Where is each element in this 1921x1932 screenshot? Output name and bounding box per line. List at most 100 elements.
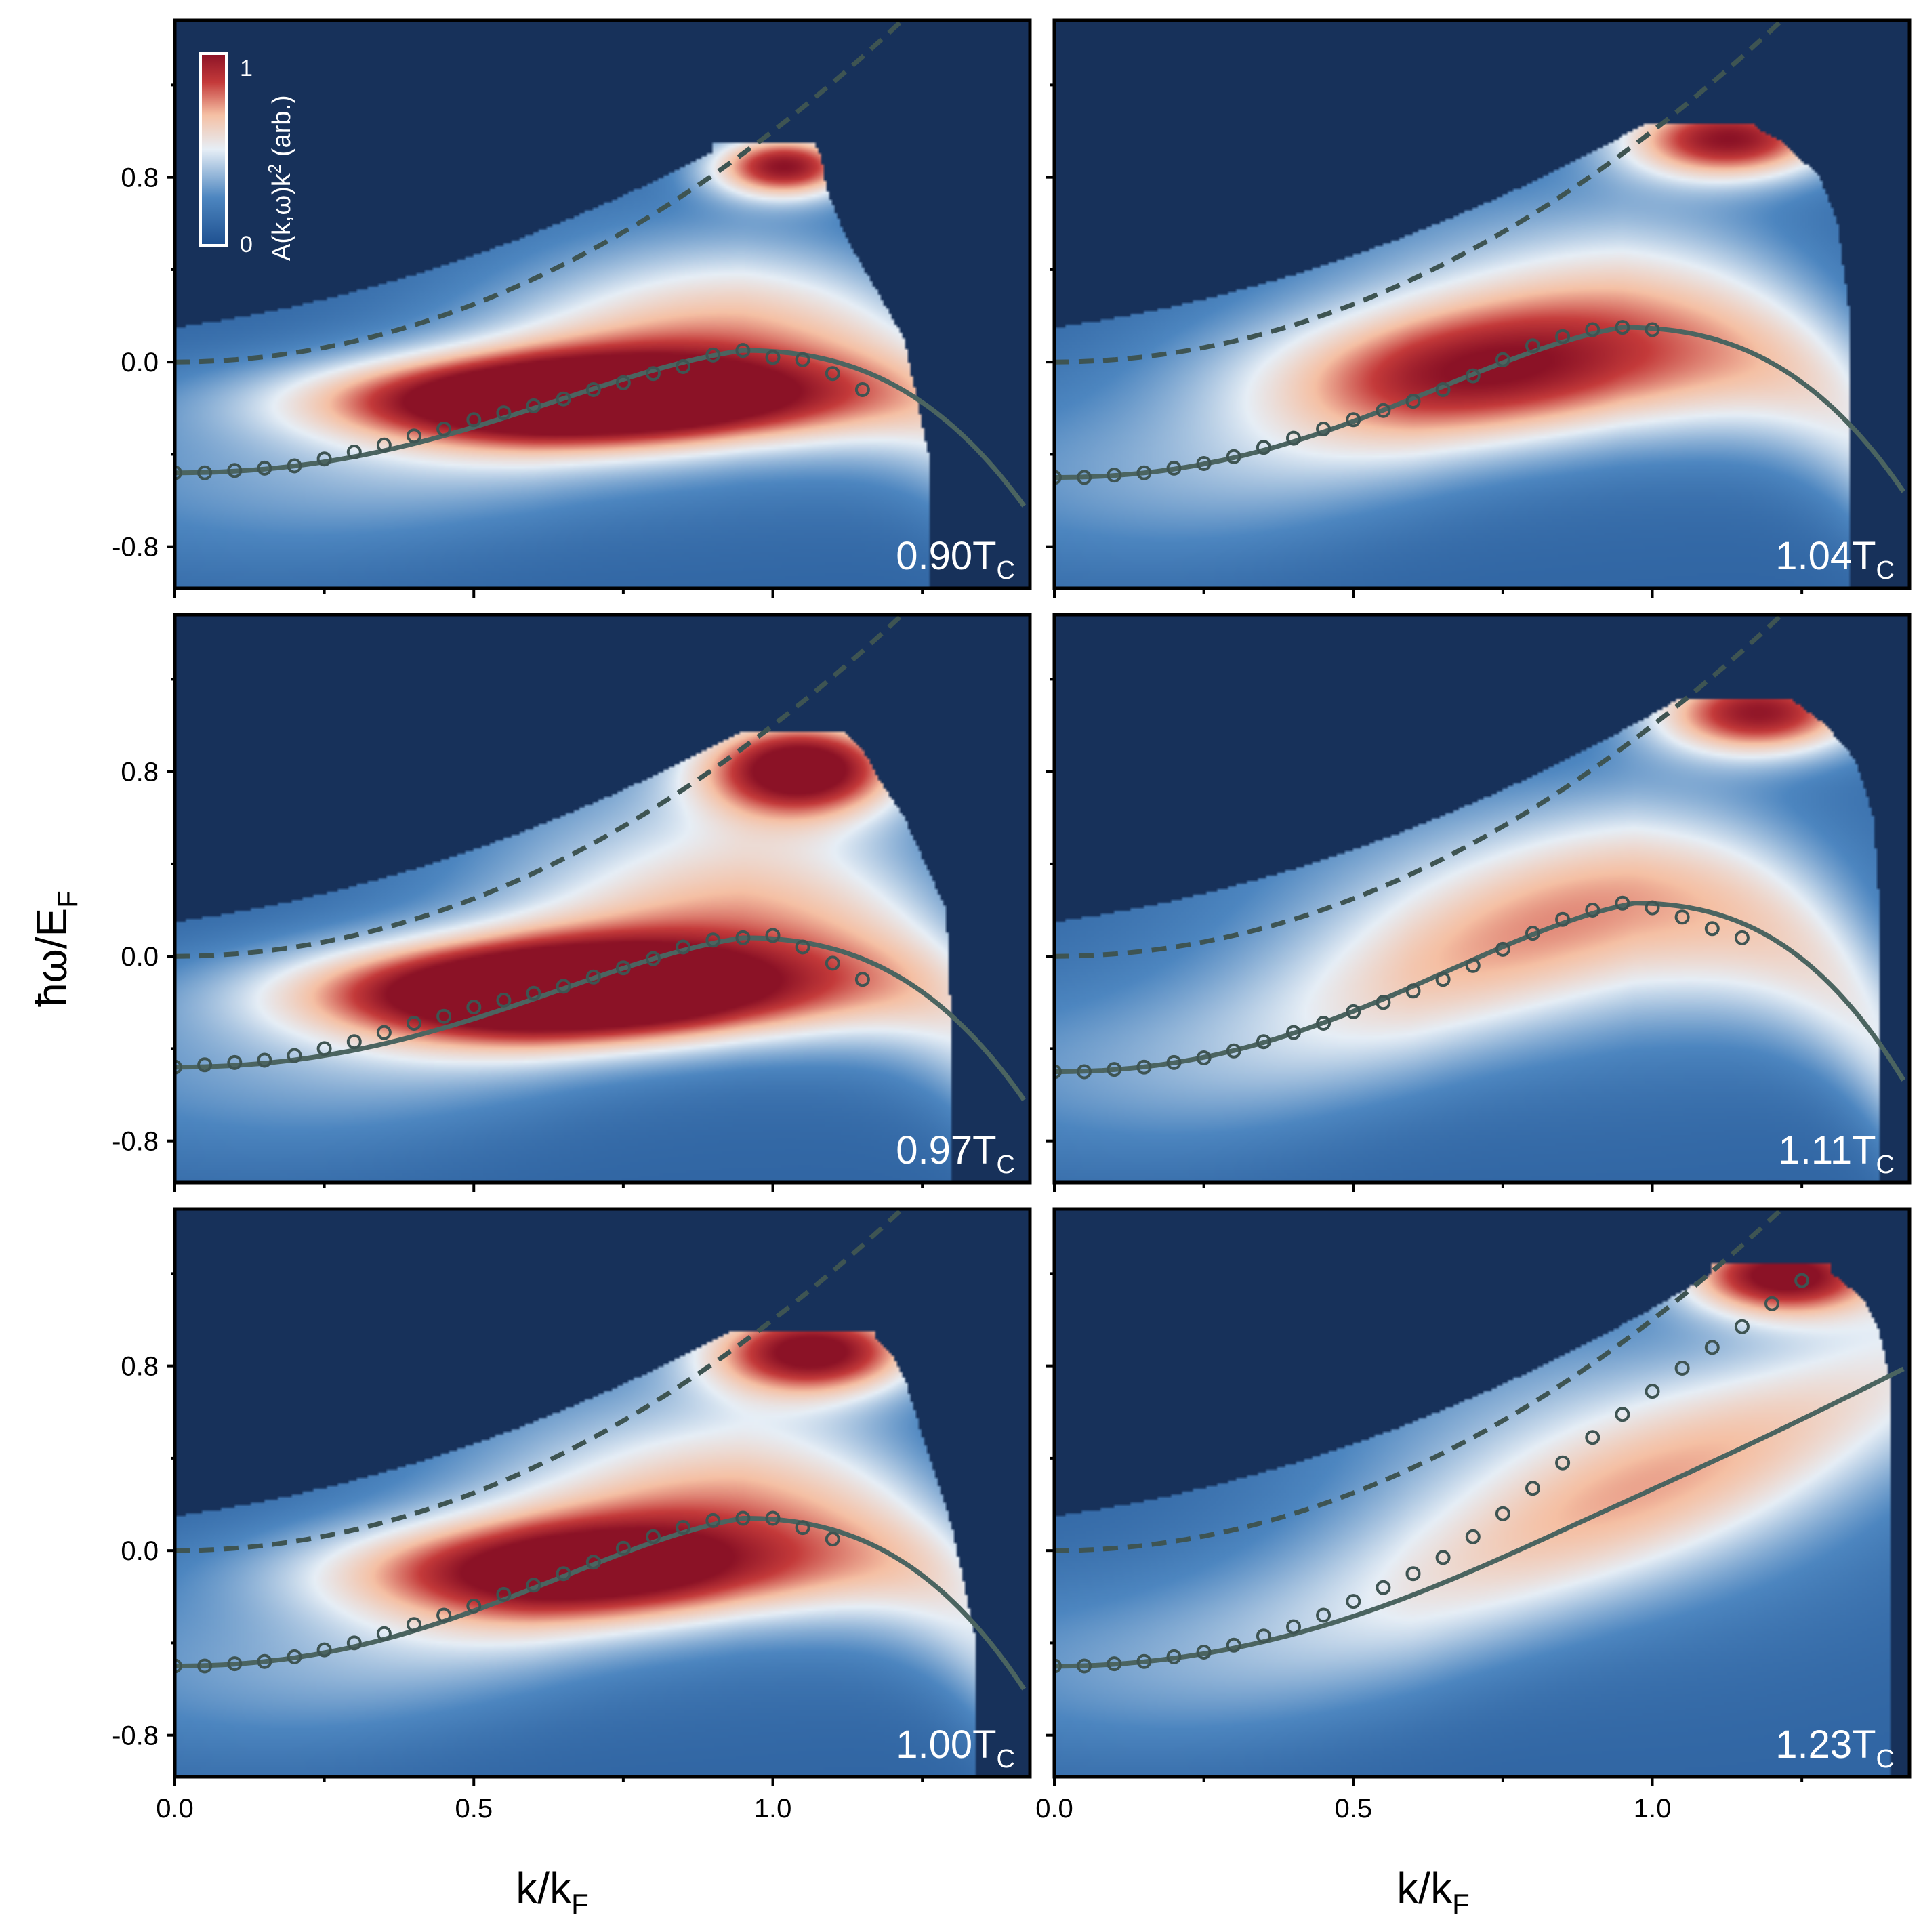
peak-point <box>1645 900 1660 916</box>
peak-point <box>1107 1656 1122 1672</box>
peak-point <box>1555 911 1571 927</box>
peak-point <box>466 1598 482 1614</box>
peak-point <box>526 398 541 413</box>
peak-point <box>287 1048 302 1063</box>
peak-point <box>1077 1658 1092 1674</box>
peak-point <box>1734 930 1750 945</box>
temperature-label: 1.11TC <box>1779 1128 1895 1179</box>
peak-point <box>615 375 631 390</box>
peak-point <box>615 1540 631 1556</box>
spectral-heatmap <box>175 1209 1030 1777</box>
temperature-label: 1.23TC <box>1775 1723 1895 1773</box>
peak-point <box>1405 1566 1421 1582</box>
peak-point <box>735 343 751 358</box>
free-particle-dispersion <box>1054 615 1785 959</box>
temperature-label: 1.04TC <box>1775 534 1895 585</box>
peak-point <box>585 382 601 397</box>
peak-point <box>1077 1064 1092 1080</box>
peak-point <box>646 951 661 966</box>
y-axis-title-sub: F <box>51 890 83 908</box>
peak-point <box>556 391 571 407</box>
temperature-value: 1.11T <box>1779 1128 1876 1172</box>
peak-point <box>1196 456 1212 471</box>
peak-point <box>1166 1649 1182 1664</box>
colorbar-title-main: A(k,ω)k <box>268 173 296 261</box>
peak-point <box>376 1626 392 1641</box>
peak-point <box>795 1520 810 1536</box>
y-tick-label: -0.8 <box>112 533 159 562</box>
peak-point <box>1734 1319 1750 1334</box>
peak-point <box>175 1059 182 1075</box>
peak-point <box>257 1653 272 1669</box>
peak-point <box>1615 320 1630 335</box>
colorbar-max-label: 1 <box>240 56 253 81</box>
x-axis-title-left-main: k/k <box>516 1864 572 1912</box>
panel-frame <box>173 613 1032 1185</box>
peak-point <box>646 1529 661 1544</box>
temperature-subscript: C <box>1876 1151 1895 1179</box>
peak-point <box>1346 412 1361 428</box>
peak-point <box>1136 1653 1152 1669</box>
peak-point <box>436 1607 452 1623</box>
peak-point <box>1196 1645 1212 1660</box>
curves <box>1054 1209 1905 1674</box>
x-tick-label: 0.5 <box>455 1794 493 1824</box>
colorbar-min-label: 0 <box>240 232 253 258</box>
peak-point <box>1316 1607 1331 1623</box>
peak-point <box>1286 1025 1301 1040</box>
spectral-heatmap <box>175 615 1030 1183</box>
peak-point <box>765 928 781 943</box>
peak-point <box>765 350 781 365</box>
colorbar: 1 0 A(k,ω)k2 (arb.) <box>199 52 296 261</box>
peak-point <box>1226 449 1241 464</box>
peak-point <box>765 1510 781 1526</box>
x-axis-title-right: k/kF <box>1397 1864 1469 1920</box>
peak-point <box>1136 465 1152 480</box>
y-axis-title-main: ħω/E <box>27 908 76 1007</box>
peak-point <box>175 1658 182 1674</box>
panel-p097: 0.8 0.0 -0.8 0.97TC <box>112 613 1032 1192</box>
peak-point <box>227 1054 243 1070</box>
peak-point <box>376 437 392 453</box>
peak-point <box>854 972 870 987</box>
peak-point <box>436 1008 452 1024</box>
temperature-label: 0.97TC <box>896 1128 1015 1179</box>
peak-point <box>1525 1481 1540 1496</box>
peak-point <box>1585 903 1600 918</box>
peak-point <box>825 1532 840 1547</box>
peak-point <box>825 366 840 382</box>
y-tick-label: -0.8 <box>112 1721 159 1751</box>
y-tick-label: 0.0 <box>121 348 159 377</box>
peak-point <box>1256 1628 1271 1644</box>
fit-dispersion <box>1054 901 1906 1082</box>
peak-point <box>1256 440 1271 455</box>
temperature-subscript: C <box>1876 1745 1895 1773</box>
free-particle-dispersion <box>175 615 906 959</box>
panel-frame <box>1052 18 1912 590</box>
peak-point <box>1495 1506 1510 1521</box>
peak-point <box>1465 958 1481 973</box>
peak-point <box>407 1016 421 1031</box>
peak-point <box>436 422 452 436</box>
free-particle-dispersion <box>175 20 906 365</box>
peak-point <box>1316 422 1331 436</box>
peak-point <box>526 985 541 1001</box>
peak-point <box>496 405 512 421</box>
colorbar-title: A(k,ω)k2 (arb.) <box>264 95 296 261</box>
peak-point <box>1346 1004 1361 1019</box>
panel-p100: 0.8 0.0 -0.8 0.0 0.5 1.0 1.00TC <box>112 1207 1032 1824</box>
peak-point <box>1226 1637 1241 1653</box>
panel-p111: 1.11TC <box>1046 613 1912 1192</box>
panel-frame <box>1052 1207 1912 1779</box>
peak-point <box>1054 1658 1062 1674</box>
peak-point <box>676 1520 691 1536</box>
colorbar-scale <box>199 52 228 247</box>
x-tick-label: 0.0 <box>1035 1794 1073 1824</box>
peak-point <box>676 939 691 955</box>
peak-point <box>1495 941 1510 957</box>
peak-point <box>257 460 272 476</box>
y-axis-title: ħω/EF <box>27 890 83 1007</box>
peak-point <box>496 1586 512 1602</box>
peak-point <box>1615 1407 1630 1422</box>
